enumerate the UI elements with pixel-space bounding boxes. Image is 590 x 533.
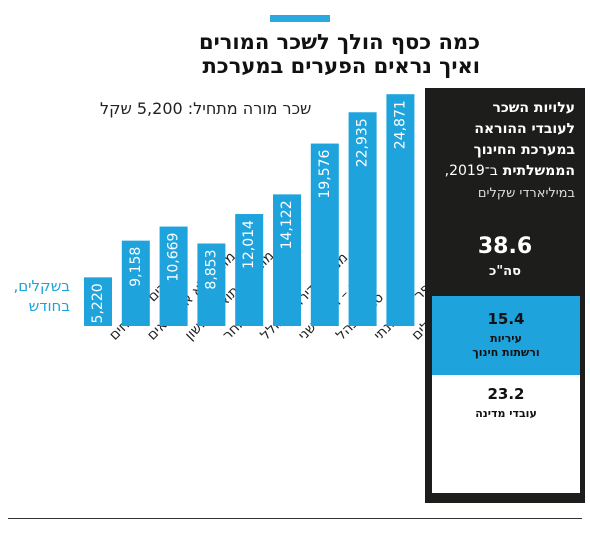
municipal-label-line-1: עיריות (490, 332, 522, 345)
bar-value-label-0: 5,220 (90, 283, 106, 323)
bottom-rule (8, 518, 582, 519)
bar-3 (197, 243, 226, 326)
bar-value-label-5: 14,122 (279, 200, 295, 249)
unit-label: בשקלים, בחודש (10, 276, 70, 316)
title-line-2: ואיך נראים הפערים במערכת (202, 54, 480, 78)
municipal-label: עיריות ורשתות חינוך (432, 332, 580, 360)
bar-value-label-6: 19,576 (317, 149, 333, 198)
municipal-box: 15.4 עיריות ורשתות חינוך (432, 296, 580, 388)
bar-2 (159, 226, 188, 326)
municipal-value: 15.4 (487, 310, 525, 328)
bar-5 (273, 194, 301, 326)
cost-panel: עלויות השכר לעובדי ההוראה במערכת החינוך … (425, 88, 585, 503)
bar-6 (310, 143, 339, 326)
total-value: 38.6 (477, 234, 533, 259)
panel-subtitle: במיליארדי שקלים (477, 186, 575, 201)
panel-title-line-4-text: הממשלתית (502, 163, 575, 179)
chart-subtitle: שכר מורה מתחיל: 5,200 שקל (100, 99, 312, 118)
panel-title-line-2: לעובדי ההוראה (474, 121, 575, 137)
panel-title: עלויות השכר לעובדי ההוראה במערכת החינוך … (425, 98, 575, 182)
panel-title-line-3: במערכת החינוך (473, 142, 575, 158)
state-value: 23.2 (487, 385, 525, 403)
state-label: עובדי מדינה (475, 407, 537, 420)
accent-bar (270, 15, 330, 22)
title-line-1: כמה כסף הולך לשכר המורים (198, 30, 480, 54)
bar-8 (386, 94, 415, 327)
bar-1 (121, 240, 150, 326)
bar-0 (84, 277, 112, 326)
bar-4 (235, 214, 264, 326)
bar-7 (348, 112, 377, 327)
bar-value-label-1: 9,158 (128, 247, 144, 287)
bar-value-label-2: 10,669 (166, 233, 182, 282)
bar-value-label-7: 22,935 (355, 118, 371, 167)
chart-title: כמה כסף הולך לשכר המורים ואיך נראים הפער… (110, 30, 480, 78)
bar-value-label-4: 12,014 (241, 220, 257, 269)
panel-title-line-1: עלויות השכר (492, 100, 575, 116)
bar-value-label-3: 8,853 (203, 249, 219, 289)
bar-value-label-8: 24,871 (392, 100, 408, 149)
state-box: 23.2 עובדי מדינה (432, 375, 580, 493)
unit-line-2: בחודש (28, 297, 70, 315)
total-label: סה"כ (489, 264, 521, 279)
panel-title-line-4: הממשלתית ב־2019, (425, 161, 575, 182)
panel-year: ב־2019, (444, 163, 498, 179)
municipal-label-line-2: ורשתות חינוך (472, 346, 540, 359)
unit-line-1: בשקלים, (13, 277, 70, 295)
